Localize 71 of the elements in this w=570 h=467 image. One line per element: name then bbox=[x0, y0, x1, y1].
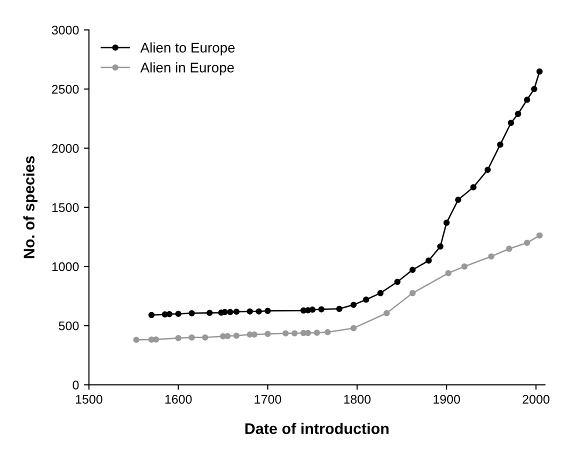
point bbox=[350, 325, 357, 332]
point bbox=[188, 334, 195, 341]
point bbox=[470, 184, 477, 190]
point bbox=[309, 306, 316, 313]
point bbox=[443, 220, 450, 226]
point bbox=[202, 334, 208, 341]
point bbox=[377, 290, 384, 296]
x-tick-label: 1500 bbox=[76, 394, 102, 404]
point bbox=[350, 302, 357, 308]
point bbox=[437, 243, 444, 250]
point bbox=[514, 110, 522, 118]
point bbox=[222, 308, 228, 316]
x-axis-title: Date of introduction bbox=[245, 422, 389, 434]
point bbox=[461, 263, 468, 270]
point bbox=[484, 166, 491, 173]
point bbox=[206, 310, 213, 316]
point bbox=[175, 334, 182, 342]
legend-label: Alien in Europe bbox=[140, 62, 234, 76]
point bbox=[336, 306, 342, 312]
y-tick-label: 1000 bbox=[52, 262, 79, 272]
y-tick-label: 1500 bbox=[52, 203, 79, 212]
point bbox=[152, 336, 160, 343]
point bbox=[497, 142, 504, 148]
point bbox=[166, 311, 173, 318]
point bbox=[148, 312, 155, 318]
point bbox=[227, 308, 234, 316]
point bbox=[324, 329, 331, 336]
point bbox=[536, 68, 543, 75]
point bbox=[224, 332, 231, 340]
point bbox=[362, 296, 370, 303]
x-tick-label: 1900 bbox=[434, 394, 460, 404]
legend-label: Alien to Europe bbox=[140, 42, 235, 56]
y-tick-label: 500 bbox=[58, 321, 79, 330]
x-tick-label: 2000 bbox=[522, 394, 550, 404]
point bbox=[256, 308, 262, 315]
point bbox=[314, 330, 320, 336]
point bbox=[133, 336, 140, 343]
point bbox=[233, 308, 240, 315]
point bbox=[445, 270, 452, 276]
point bbox=[175, 310, 182, 317]
x-tick-label: 1800 bbox=[344, 394, 371, 404]
point bbox=[536, 232, 543, 239]
y-axis-title: No. of species bbox=[23, 156, 38, 258]
x-tick-label: 1600 bbox=[165, 394, 192, 404]
point bbox=[384, 310, 390, 316]
point bbox=[394, 278, 401, 286]
point bbox=[508, 120, 514, 126]
point bbox=[488, 253, 494, 260]
y-tick-label: 2000 bbox=[52, 144, 79, 153]
point bbox=[188, 310, 195, 316]
point bbox=[264, 330, 271, 338]
point bbox=[531, 86, 538, 92]
point bbox=[291, 330, 298, 336]
y-tick-label: 0 bbox=[72, 380, 79, 390]
point bbox=[409, 290, 416, 296]
point bbox=[524, 240, 530, 246]
point bbox=[233, 332, 240, 339]
point bbox=[264, 308, 271, 314]
point bbox=[318, 306, 325, 312]
point bbox=[426, 257, 432, 264]
point bbox=[304, 330, 312, 336]
point bbox=[506, 246, 512, 252]
point bbox=[282, 330, 289, 336]
y-tick-label: 3000 bbox=[52, 26, 79, 35]
point bbox=[524, 96, 530, 103]
point bbox=[246, 308, 253, 315]
point bbox=[409, 266, 416, 273]
point bbox=[251, 331, 258, 338]
x-tick-label: 1700 bbox=[254, 394, 282, 404]
point bbox=[455, 196, 462, 203]
y-tick-label: 2500 bbox=[52, 84, 79, 94]
